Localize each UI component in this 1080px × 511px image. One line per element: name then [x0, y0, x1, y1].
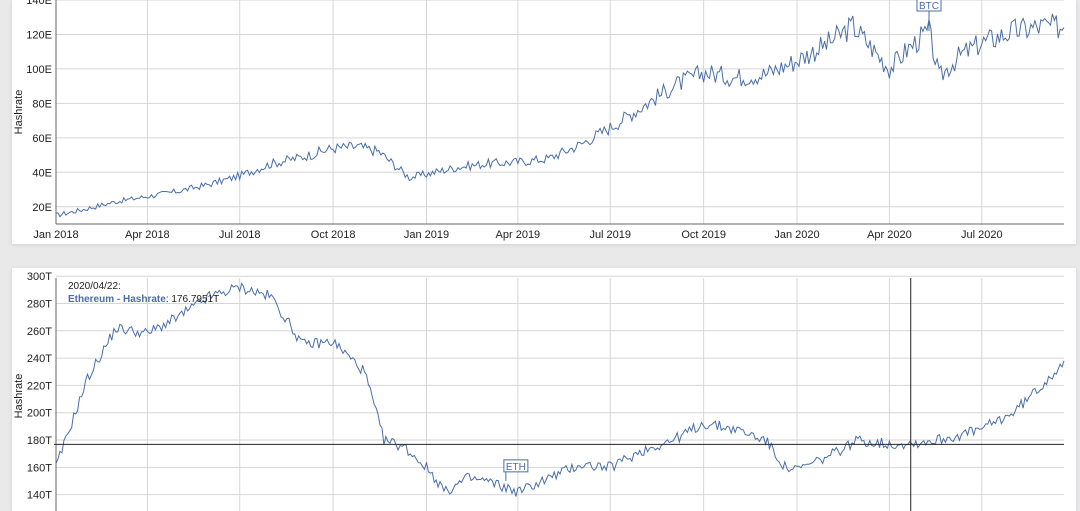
btc-y-tick-label: 20E: [32, 202, 52, 214]
btc-y-axis-label: Hashrate: [13, 90, 25, 135]
btc-x-tick-label: Apr 2020: [867, 229, 912, 241]
bitcoin-chart-svg: 20E 40E 60E 80E 100E 120E 140E Jan 2018 Apr 2018…: [13, 0, 1065, 241]
eth-flag-box[interactable]: [503, 459, 529, 473]
eth-tooltip-date: 2020/04/22:: [68, 281, 121, 292]
eth-y-tick-label: 180T: [27, 435, 52, 447]
eth-hashrate-line: [55, 282, 1065, 497]
btc-x-tick-label: Jul 2019: [589, 229, 631, 241]
btc-x-tick-label: Oct 2019: [681, 229, 726, 241]
btc-x-tick-label: Apr 2018: [125, 229, 170, 241]
eth-tooltip-line: Ethereum - Hashrate: 176.7951T: [68, 294, 219, 305]
btc-x-tick-label: Apr 2019: [496, 229, 541, 241]
eth-y-tick-label: 160T: [27, 462, 52, 474]
eth-tooltip-series-name: Ethereum - Hashrate: [68, 294, 166, 305]
btc-flag-box[interactable]: [916, 0, 942, 12]
eth-tooltip-value: 176.7951T: [171, 294, 219, 305]
btc-y-tick-label: 80E: [32, 98, 52, 110]
eth-y-tick-label: 220T: [27, 380, 52, 392]
btc-x-tick-label: Jul 2020: [961, 229, 1003, 241]
eth-y-tick-label: 240T: [27, 353, 52, 365]
btc-y-tick-label: 60E: [32, 133, 52, 145]
eth-flag-label: ETH: [506, 462, 526, 473]
ethereum-chart-svg: 140T 160T 180T 200T 220T 240T 260T 280T 300T Hash…: [13, 271, 1065, 511]
eth-tooltip-separator: :: [166, 294, 172, 305]
btc-x-tick-label: Jan 2020: [774, 229, 819, 241]
btc-y-tick-label: 100E: [26, 64, 52, 76]
btc-hashrate-line: [55, 13, 1065, 218]
btc-x-tick-label: Jan 2018: [33, 229, 78, 241]
btc-x-tick-label: Jan 2019: [404, 229, 449, 241]
btc-y-tick-label: 140E: [26, 0, 52, 7]
btc-x-tick-label: Jul 2018: [219, 229, 261, 241]
btc-x-tick-label: Oct 2018: [311, 229, 356, 241]
eth-y-tick-label: 200T: [27, 408, 52, 420]
eth-y-axis-label: Hashrate: [13, 374, 25, 419]
ethereum-chart-panel: 140T 160T 180T 200T 220T 240T 260T 280T 300T Hash…: [12, 268, 1076, 511]
eth-y-tick-label: 140T: [27, 490, 52, 502]
eth-y-tick-label: 260T: [27, 326, 52, 338]
btc-y-tick-label: 40E: [32, 167, 52, 179]
eth-y-tick-label: 300T: [27, 271, 52, 283]
btc-flag-label: BTC: [919, 1, 939, 12]
btc-y-tick-label: 120E: [26, 29, 52, 41]
bitcoin-chart-panel: 20E 40E 60E 80E 100E 120E 140E Jan 2018 Apr 2018…: [12, 0, 1076, 244]
eth-y-tick-label: 280T: [27, 298, 52, 310]
